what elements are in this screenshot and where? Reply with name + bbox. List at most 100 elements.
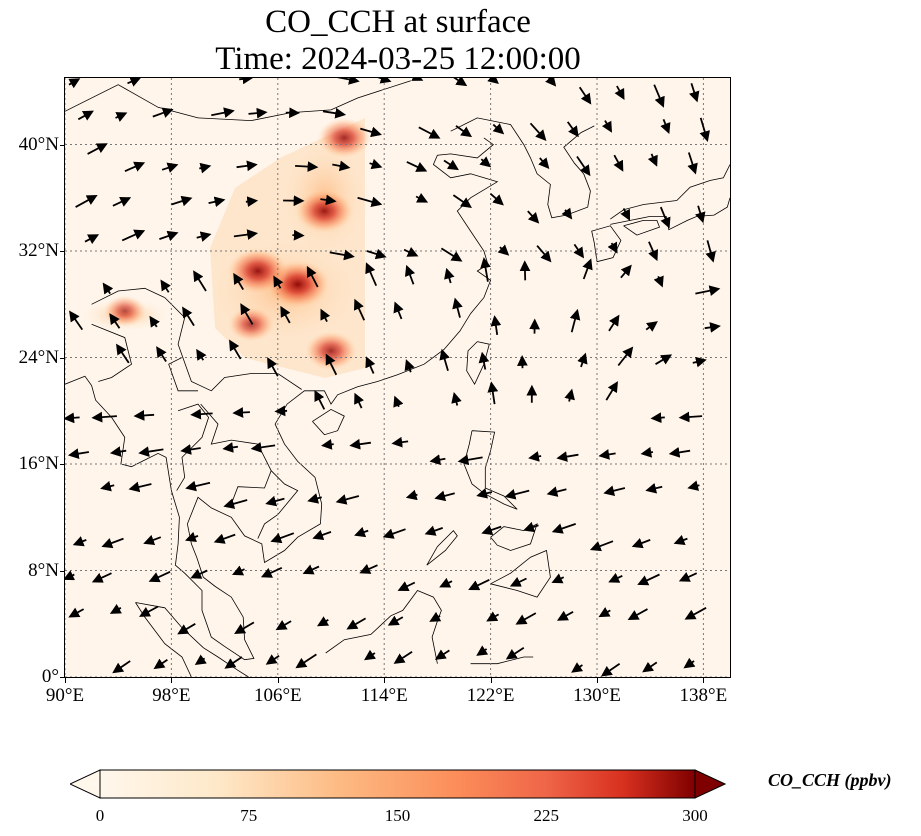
coastline <box>65 137 499 661</box>
latitude-tick-mark <box>60 570 65 572</box>
wind-vector-arrow <box>640 446 654 458</box>
wind-vector-arrow <box>160 279 171 293</box>
wind-vector-arrow <box>196 348 207 361</box>
wind-vector-arrow <box>627 608 648 621</box>
wind-vector-arrow <box>551 523 576 534</box>
latitude-tick-mark <box>60 251 65 253</box>
wind-vector-arrow <box>415 192 429 203</box>
wind-vector-arrow <box>497 244 510 256</box>
wind-vector-arrow <box>556 610 574 621</box>
wind-vector-arrow <box>403 246 419 257</box>
wind-vector-arrow <box>598 449 616 460</box>
wind-vector-arrow <box>91 572 112 583</box>
wind-vector-arrow <box>332 160 351 172</box>
longitude-tick-label: 106°E <box>253 685 302 706</box>
wind-vector-arrow <box>148 570 171 583</box>
wind-vector-arrow <box>109 446 127 457</box>
wind-vector-arrow <box>240 303 254 325</box>
wind-vector-arrow <box>687 152 698 175</box>
wind-vector-arrow <box>424 525 444 536</box>
wind-vector-arrow <box>211 107 235 118</box>
wind-vector-arrow <box>642 661 658 673</box>
wind-vector-arrow <box>569 308 581 333</box>
map-area[interactable] <box>64 77 731 678</box>
longitude-tick-label: 130°E <box>573 685 621 706</box>
wind-vector-arrow <box>127 78 142 87</box>
wind-vector-arrow <box>476 645 489 656</box>
wind-vector-arrow <box>490 315 502 336</box>
coastline <box>490 549 551 598</box>
wind-vector-arrow <box>265 495 285 507</box>
coastline <box>470 656 534 665</box>
wind-vector-arrow <box>504 488 530 500</box>
wind-vector-arrow <box>357 196 383 207</box>
wind-vector-arrow <box>316 616 330 627</box>
wind-vector-arrow <box>391 436 409 448</box>
wind-vector-arrow <box>453 78 468 87</box>
wind-vector-arrow <box>556 451 579 462</box>
wind-vector-arrow <box>601 120 613 133</box>
wind-vector-arrow <box>336 78 360 85</box>
map-canvas <box>65 78 730 677</box>
longitude-tick-mark <box>171 678 173 683</box>
wind-vector-arrow <box>434 649 450 660</box>
wind-vector-arrow <box>295 161 319 172</box>
wind-vector-arrow <box>265 654 280 665</box>
longitude-tick-label: 122°E <box>466 685 515 706</box>
wind-vector-arrow <box>185 531 199 543</box>
wind-vector-arrow <box>223 498 248 509</box>
wind-vector-arrow <box>527 210 540 224</box>
wind-vector-arrow <box>538 157 550 170</box>
wind-vector-arrow <box>359 563 378 574</box>
colorbar-tick-label: 75 <box>240 806 258 825</box>
wind-vector-arrow <box>605 381 618 401</box>
wind-vector-arrow <box>660 118 671 135</box>
wind-vector-arrow <box>84 234 100 245</box>
wind-vector-arrow <box>578 86 592 105</box>
wind-vector-arrow <box>678 571 698 582</box>
coastline <box>426 529 458 566</box>
wind-vector-arrow <box>439 577 453 588</box>
wind-vector-arrow <box>692 356 707 368</box>
wind-vector-arrow <box>684 607 707 620</box>
wind-vector-arrow <box>487 381 499 405</box>
wind-vector-arrow <box>564 388 575 402</box>
wind-vector-arrow <box>608 314 620 332</box>
colorbar-tick-label: 300 <box>682 806 708 825</box>
wind-vector-arrow <box>490 193 504 206</box>
coastline <box>65 84 199 119</box>
colorbar-gradient <box>99 769 696 799</box>
latitude-tick-label: 40°N <box>18 133 59 155</box>
colorbar-label: CO_CCH (ppbv) <box>768 770 892 790</box>
wind-vector-arrow <box>234 621 255 635</box>
wind-vector-arrow <box>232 565 245 576</box>
wind-vector-arrow <box>645 482 663 494</box>
wind-vector-arrow <box>481 524 502 536</box>
wind-vector-arrow <box>124 161 146 173</box>
wind-vector-arrow <box>608 572 623 583</box>
wind-vector-arrow <box>65 570 76 581</box>
latitude-tick-mark <box>60 144 65 146</box>
wind-vector-arrow <box>182 306 195 327</box>
wind-vector-arrow <box>180 444 201 455</box>
wind-vector-arrow <box>589 540 614 552</box>
wind-vector-arrow <box>457 454 483 466</box>
wind-vector-arrow <box>102 282 114 295</box>
wind-vector-arrow <box>65 412 80 424</box>
coastline <box>164 297 302 392</box>
wind-vector-arrow <box>393 301 404 320</box>
wind-vector-arrow <box>705 240 716 263</box>
wind-vector-arrow <box>515 612 537 625</box>
wind-vector-arrow <box>452 194 472 208</box>
latitude-tick-label: 16°N <box>18 453 59 475</box>
wind-vector-arrow <box>139 605 159 617</box>
wind-vector-arrow <box>429 611 442 622</box>
wind-vector-arrow <box>153 658 168 670</box>
wind-vector-arrow <box>620 207 631 221</box>
wind-vector-arrow <box>365 356 376 374</box>
wind-vector-arrow <box>620 264 632 279</box>
wind-vector-arrow <box>455 125 473 138</box>
map-title-line-1: CO_CCH at surface <box>265 4 531 40</box>
wind-vector-arrow <box>478 351 490 370</box>
wind-vector-arrow <box>645 321 658 332</box>
